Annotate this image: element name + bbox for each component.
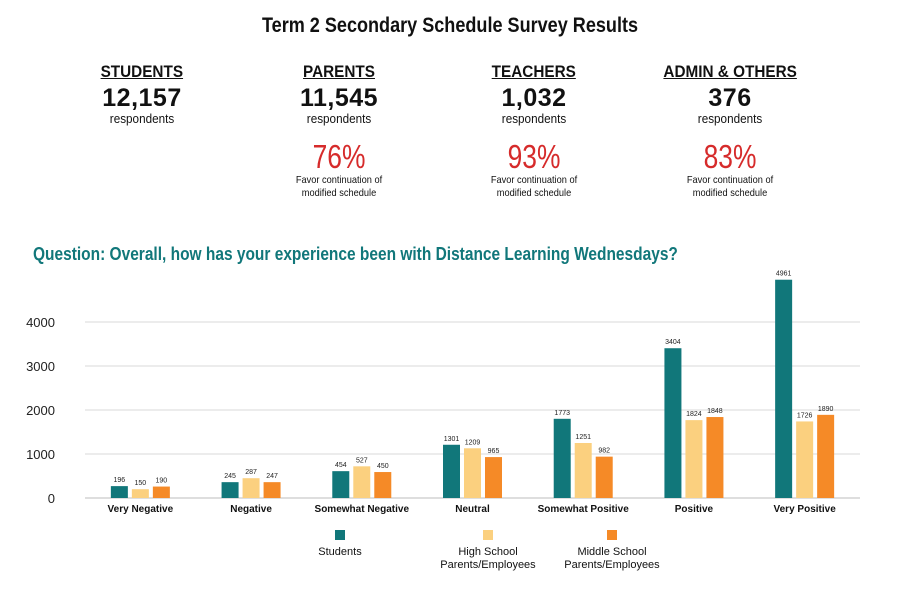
bar <box>131 489 149 498</box>
data-label: 287 <box>245 469 257 476</box>
data-label: 982 <box>598 448 610 455</box>
data-label: 190 <box>156 478 168 485</box>
y-tick-label: 2000 <box>26 403 55 418</box>
stat-favor-line1: Favor continuation of <box>490 174 578 186</box>
data-label: 1890 <box>818 406 834 413</box>
stat-percent: 93% <box>507 138 561 175</box>
data-label: 3404 <box>665 339 681 346</box>
x-tick-label: Very Negative <box>108 504 174 515</box>
bar <box>374 472 392 498</box>
stat-label: ADMIN & OTHERS <box>663 62 797 81</box>
data-label: 965 <box>488 448 500 455</box>
bar <box>664 348 682 498</box>
x-tick-label: Neutral <box>455 504 490 515</box>
x-tick-label: Negative <box>230 504 272 515</box>
bar <box>263 482 281 498</box>
stat-admin-others: ADMIN & OTHERS 376 respondents 83% Favor… <box>630 62 830 200</box>
data-label: 247 <box>266 473 278 480</box>
x-tick-label: Positive <box>675 504 714 515</box>
legend-label-line2: Parents/Employees <box>564 559 660 571</box>
y-tick-label: 1000 <box>26 447 55 462</box>
x-tick-label: Somewhat Positive <box>538 504 630 515</box>
stat-label: STUDENTS <box>100 62 184 81</box>
bar <box>464 448 481 498</box>
stat-respondents-label: respondents <box>501 111 567 126</box>
y-tick-label: 3000 <box>26 359 55 374</box>
stat-teachers: TEACHERS 1,032 respondents 93% Favor con… <box>434 62 634 200</box>
stat-percent: 83% <box>703 138 757 175</box>
data-label: 1848 <box>707 408 723 415</box>
legend-item-middle-school: Middle School Parents/Employees <box>542 530 682 572</box>
stat-count: 376 <box>708 84 752 112</box>
stat-respondents-label: respondents <box>109 111 175 126</box>
stat-favor-line1: Favor continuation of <box>295 174 383 186</box>
bar <box>817 414 835 498</box>
legend-label-line1: High School <box>458 546 518 558</box>
bar-chart: 0 1000 2000 3000 4000 196 150 190 Very Negative 2… <box>26 271 860 515</box>
y-tick-label: 4000 <box>26 315 55 330</box>
data-label: 450 <box>377 463 389 470</box>
stat-percent: 76% <box>312 138 366 175</box>
bar <box>485 457 502 498</box>
data-label: 454 <box>335 462 347 469</box>
stat-parents: PARENTS 11,545 respondents 76% Favor con… <box>239 62 439 200</box>
data-label: 1209 <box>465 439 481 446</box>
legend-label-line1: Students <box>318 546 362 558</box>
stat-respondents-label: respondents <box>697 111 763 126</box>
legend-swatch <box>607 530 617 540</box>
data-label: 196 <box>114 477 126 484</box>
stat-favor-line2: modified schedule <box>496 187 572 199</box>
data-label: 1773 <box>554 410 570 417</box>
x-tick-label: Somewhat Negative <box>315 504 410 515</box>
bar <box>553 418 571 498</box>
stat-label: TEACHERS <box>491 62 577 81</box>
stat-favor-line2: modified schedule <box>692 187 768 199</box>
stat-favor-line1: Favor continuation of <box>686 174 774 186</box>
legend-swatch <box>335 530 345 540</box>
data-label: 150 <box>135 480 147 487</box>
bar <box>706 417 724 498</box>
bar <box>242 478 260 498</box>
bar <box>775 279 793 498</box>
stat-respondents-label: respondents <box>306 111 372 126</box>
stat-label: PARENTS <box>302 62 375 81</box>
bar <box>353 466 371 498</box>
bar <box>152 486 170 498</box>
bar <box>110 486 128 498</box>
x-tick-label: Very Positive <box>774 504 837 515</box>
bar <box>685 420 703 498</box>
data-label: 1726 <box>797 412 813 419</box>
data-label: 1301 <box>444 436 460 443</box>
legend-item-high-school: High School Parents/Employees <box>418 530 558 572</box>
bar <box>574 443 592 498</box>
stat-count: 11,545 <box>299 84 379 112</box>
stat-count: 1,032 <box>501 84 567 112</box>
data-label: 1824 <box>686 411 702 418</box>
stat-count: 12,157 <box>102 84 182 112</box>
legend-swatch <box>483 530 493 540</box>
chart-title: Term 2 Secondary Schedule Survey Results <box>261 14 639 37</box>
stat-favor-line2: modified schedule <box>301 187 377 199</box>
legend-label-line2: Parents/Employees <box>440 559 536 571</box>
bar <box>332 471 350 498</box>
bar <box>443 444 460 498</box>
stat-students: STUDENTS 12,157 respondents <box>42 62 242 126</box>
bar <box>595 456 613 498</box>
bar <box>221 482 239 498</box>
data-label: 1251 <box>575 434 591 441</box>
bar <box>796 421 814 498</box>
data-label: 245 <box>224 473 236 480</box>
legend-label-line1: Middle School <box>577 546 647 558</box>
legend-item-students: Students <box>280 530 400 559</box>
y-tick-label: 0 <box>48 491 55 506</box>
data-label: 527 <box>356 457 368 464</box>
survey-question: Question: Overall, how has your experien… <box>33 244 678 264</box>
data-label: 4961 <box>776 271 792 278</box>
